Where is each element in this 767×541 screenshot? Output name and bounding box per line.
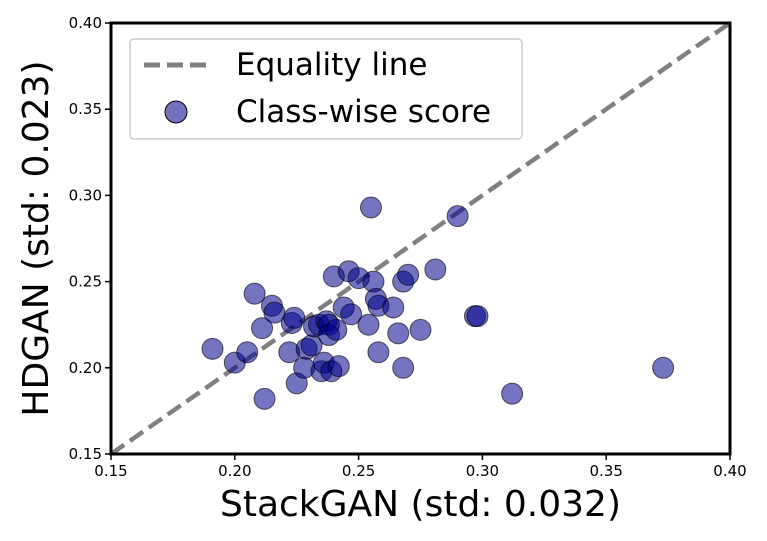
- axis-ticks: 0.15 0.20 0.25 0.30 0.35 0.40 0.15 0.20 0.25 0.30…: [69, 14, 747, 480]
- equality-line-layer: [111, 23, 730, 454]
- scatter-point: [409, 318, 432, 341]
- scatter-point: [236, 341, 259, 364]
- legend: Equality line Class-wise score: [129, 38, 523, 140]
- scatter-point: [340, 303, 363, 326]
- x-tick-label: 0.25: [342, 462, 375, 480]
- legend-box: [129, 38, 523, 140]
- scatter-point: [325, 318, 348, 341]
- scatter-point: [357, 313, 380, 336]
- legend-label-classwise: Class-wise score: [236, 94, 491, 130]
- y-tick-label: 0.40: [69, 14, 102, 32]
- scatter-point: [367, 341, 390, 364]
- y-tick-label: 0.30: [69, 186, 102, 204]
- scatter-point: [466, 305, 489, 328]
- y-axis-label: HDGAN (std: 0.023): [16, 60, 57, 416]
- scatter-point: [446, 205, 469, 228]
- x-tick-label: 0.35: [589, 462, 622, 480]
- scatter-point: [201, 337, 224, 360]
- scatter-point: [327, 355, 350, 378]
- y-tick-label: 0.20: [69, 359, 102, 377]
- x-tick-label: 0.15: [94, 462, 127, 480]
- scatter-point: [424, 258, 447, 281]
- scatter-point: [243, 282, 266, 305]
- scatter-point: [382, 296, 405, 319]
- scatter-point: [283, 306, 306, 329]
- scatter-point: [501, 382, 524, 405]
- y-tick-label: 0.35: [69, 100, 102, 118]
- scatter-point: [397, 263, 420, 286]
- scatter-point: [387, 322, 410, 345]
- scatter-point: [251, 317, 274, 340]
- y-tick-label: 0.15: [69, 445, 102, 463]
- scatter-point: [652, 356, 675, 379]
- scatter-points: [201, 196, 675, 410]
- x-tick-label: 0.30: [466, 462, 499, 480]
- x-tick-label: 0.40: [713, 462, 746, 480]
- equality-line: [111, 23, 730, 454]
- x-tick-label: 0.20: [218, 462, 251, 480]
- y-tick-label: 0.25: [69, 273, 102, 291]
- scatter-point: [253, 387, 276, 410]
- x-axis-label: StackGAN (std: 0.032): [220, 484, 621, 525]
- plot-frame: [109, 21, 732, 456]
- scatter-point: [359, 196, 382, 219]
- scatter-point: [392, 356, 415, 379]
- legend-label-equality: Equality line: [236, 47, 427, 83]
- legend-marker-classwise: [164, 100, 188, 124]
